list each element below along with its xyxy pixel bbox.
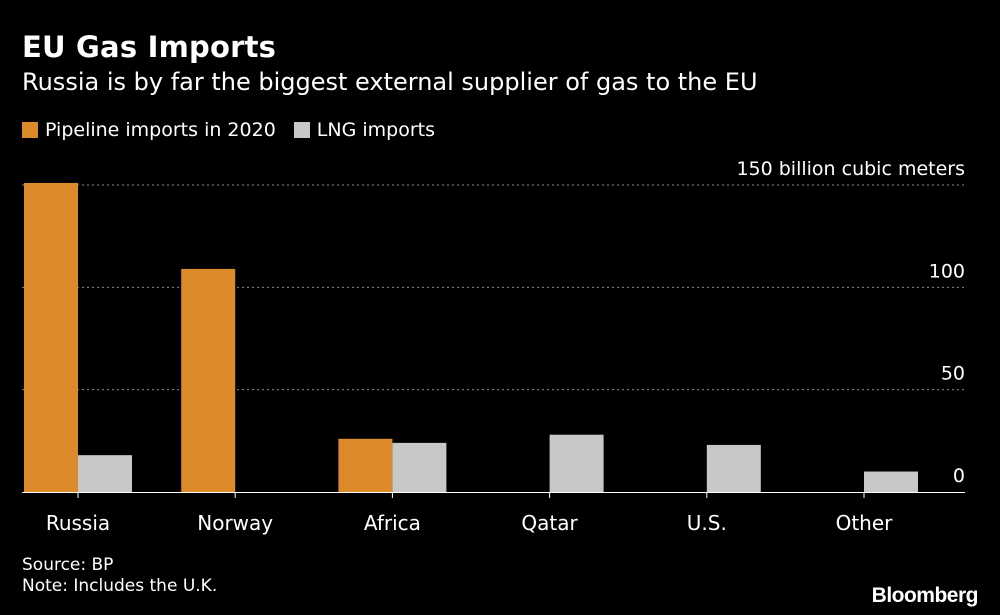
bar-qatar-lng xyxy=(549,434,604,492)
y-tick-label-150: 150 billion cubic meters xyxy=(736,158,965,180)
y-tick-label-100: 100 xyxy=(929,260,965,282)
y-tick-label-0: 0 xyxy=(953,465,965,487)
legend-label-pipeline: Pipeline imports in 2020 xyxy=(45,119,276,141)
x-tick-label-africa: Africa xyxy=(364,511,421,535)
x-tick-label-other: Other xyxy=(836,511,894,535)
y-tick-label-50: 50 xyxy=(941,363,965,385)
footnote: Note: Includes the U.K. xyxy=(22,576,218,596)
legend-item-lng: LNG imports xyxy=(293,119,435,141)
bar-us-lng xyxy=(706,444,761,492)
chart-title: EU Gas Imports xyxy=(22,30,277,64)
legend-item-pipeline: Pipeline imports in 2020 xyxy=(22,119,276,141)
bar-africa-pipeline xyxy=(338,438,393,492)
bar-africa-lng xyxy=(392,442,447,492)
x-tick-label-russia: Russia xyxy=(46,511,110,535)
bar-norway-pipeline xyxy=(181,268,236,492)
source-note: Source: BP xyxy=(22,555,114,575)
legend-swatch-lng xyxy=(293,122,310,138)
x-tick-label-norway: Norway xyxy=(197,511,273,535)
bloomberg-logo: Bloomberg xyxy=(871,584,979,607)
x-tick-label-qatar: Qatar xyxy=(521,511,578,535)
legend-swatch-pipeline xyxy=(22,122,38,138)
bar-russia-lng xyxy=(78,455,132,492)
bar-russia-pipeline xyxy=(24,182,78,492)
chart-subtitle: Russia is by far the biggest external su… xyxy=(22,68,758,96)
x-tick-label-us: U.S. xyxy=(687,511,727,535)
bar-other-lng xyxy=(864,471,918,492)
legend: Pipeline imports in 2020 LNG imports xyxy=(22,117,453,143)
legend-label-lng: LNG imports xyxy=(316,119,435,141)
